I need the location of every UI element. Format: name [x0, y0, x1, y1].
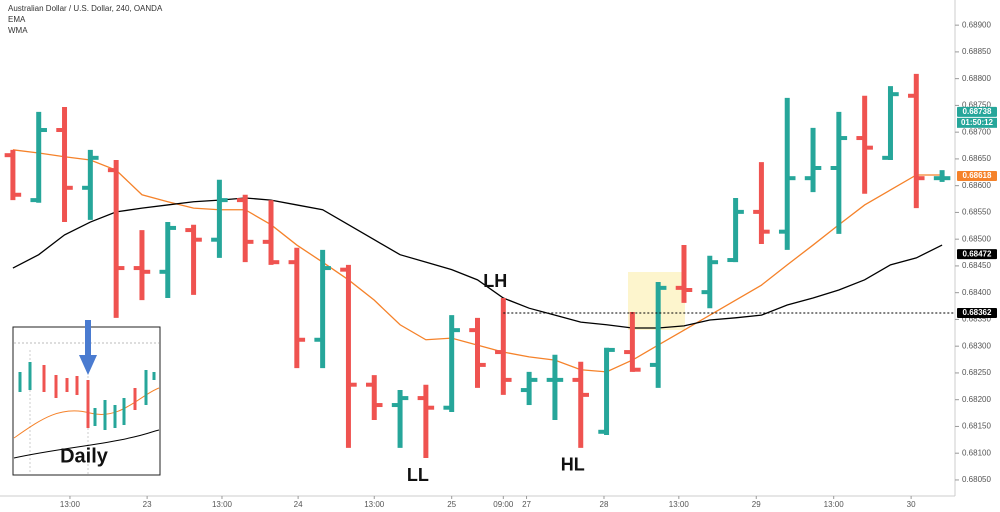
y-tick-label: 0.68750: [962, 101, 991, 110]
countdown-tag: [957, 117, 997, 128]
y-tick-label: 0.68300: [962, 341, 991, 350]
price-tag: [957, 106, 997, 117]
y-tick-label: 0.68600: [962, 181, 991, 190]
x-tick-label: 09:00: [493, 500, 514, 509]
chart-title: Australian Dollar / U.S. Dollar, 240, OA…: [8, 4, 163, 13]
y-tick-label: 0.68150: [962, 422, 991, 431]
price-tag-label: 0.68472: [963, 249, 992, 258]
x-tick-label: 13:00: [60, 500, 81, 509]
price-tag: [957, 171, 997, 182]
y-tick-label: 0.68700: [962, 127, 991, 136]
x-tick-label: 27: [522, 500, 531, 509]
x-tick-label: 24: [294, 500, 303, 509]
x-tick-label: 28: [600, 500, 609, 509]
price-tag-label: 0.68738: [963, 107, 992, 116]
x-tick-label: 25: [447, 500, 456, 509]
x-tick-label: 29: [752, 500, 761, 509]
x-tick-label: 13:00: [824, 500, 845, 509]
y-tick-label: 0.68250: [962, 368, 991, 377]
y-tick-label: 0.68350: [962, 315, 991, 324]
x-tick-label: 13:00: [364, 500, 385, 509]
price-tag: [957, 308, 997, 319]
inset-arrow: [79, 320, 97, 375]
y-tick-label: 0.68500: [962, 234, 991, 243]
price-tag: [957, 249, 997, 260]
y-tick-label: 0.68100: [962, 448, 991, 457]
indicator-line: [12, 197, 943, 329]
inset-label: Daily: [60, 445, 109, 467]
inset-bars: [18, 362, 156, 430]
annotation: HL: [561, 455, 585, 475]
annotation: LL: [407, 465, 429, 485]
x-tick-label: 23: [143, 500, 152, 509]
countdown: 01:50:12: [961, 118, 994, 127]
y-tick-label: 0.68400: [962, 288, 991, 297]
y-tick-label: 0.68200: [962, 395, 991, 404]
x-tick-label: 13:00: [212, 500, 233, 509]
legend-entry: EMA: [8, 15, 26, 24]
inset-wma: [13, 429, 160, 459]
y-tick-label: 0.68450: [962, 261, 991, 270]
price-tag-label: 0.68362: [963, 308, 992, 317]
x-tick-label: 13:00: [669, 500, 690, 509]
y-tick-label: 0.68850: [962, 47, 991, 56]
y-tick-label: 0.68050: [962, 475, 991, 484]
legend-entry: WMA: [8, 26, 28, 35]
inset-ema: [13, 387, 160, 439]
price-tag-label: 0.68618: [963, 171, 992, 180]
x-tick-label: 30: [907, 500, 916, 509]
y-tick-label: 0.68650: [962, 154, 991, 163]
y-tick-label: 0.68800: [962, 74, 991, 83]
y-tick-label: 0.68900: [962, 20, 991, 29]
inset: Daily: [12, 320, 161, 476]
y-tick-label: 0.68550: [962, 208, 991, 217]
annotation: LH: [483, 271, 507, 291]
